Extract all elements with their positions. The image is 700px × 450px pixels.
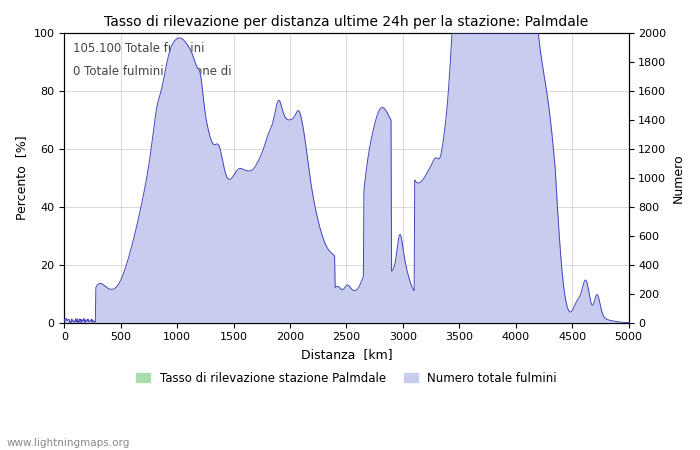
Legend: Tasso di rilevazione stazione Palmdale, Numero totale fulmini: Tasso di rilevazione stazione Palmdale, … [132, 367, 561, 389]
Y-axis label: Percento  [%]: Percento [%] [15, 135, 28, 220]
X-axis label: Distanza  [km]: Distanza [km] [300, 348, 392, 361]
Text: 105.100 Totale fulmini: 105.100 Totale fulmini [73, 42, 204, 54]
Text: 0 Totale fulmini stazione di: 0 Totale fulmini stazione di [73, 65, 232, 78]
Y-axis label: Numero: Numero [672, 153, 685, 202]
Title: Tasso di rilevazione per distanza ultime 24h per la stazione: Palmdale: Tasso di rilevazione per distanza ultime… [104, 15, 589, 29]
Text: www.lightningmaps.org: www.lightningmaps.org [7, 438, 130, 448]
